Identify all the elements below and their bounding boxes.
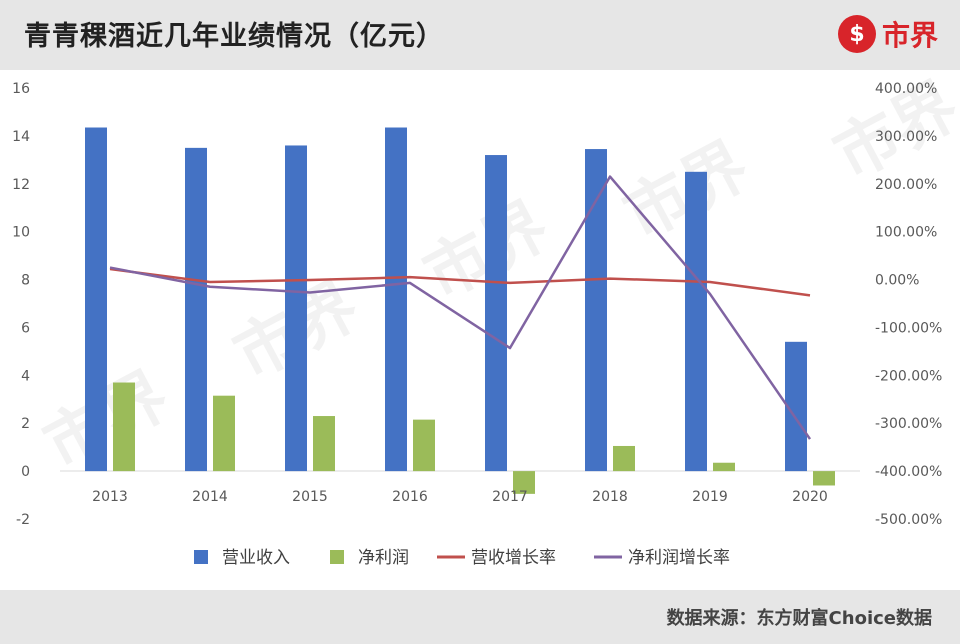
line-series <box>109 175 812 440</box>
right-tick-label: 300.00% <box>875 129 937 145</box>
x-tick-label: 2018 <box>592 489 628 505</box>
x-tick-label: 2013 <box>92 489 128 505</box>
logo-icon: $ <box>837 15 876 53</box>
bar-net-profit <box>613 445 635 472</box>
left-tick-label: 8 <box>21 273 30 289</box>
left-tick-label: 4 <box>21 368 30 384</box>
right-tick-label: 0.00% <box>875 273 919 289</box>
x-tick-label: 2015 <box>292 489 328 505</box>
legend-label: 营业收入 <box>222 548 290 568</box>
bar-revenue <box>685 171 707 472</box>
chart-title: 青青稞酒近几年业绩情况（亿元） <box>24 21 444 52</box>
header-bar: 青青稞酒近几年业绩情况（亿元） $ 市界 <box>0 0 960 70</box>
bar-series <box>85 127 835 494</box>
bar-net-profit <box>813 471 835 486</box>
legend-label: 净利润 <box>358 548 409 568</box>
bar-revenue <box>385 127 407 472</box>
left-axis-ticks: -2 0 2 4 6 8 10 12 14 16 <box>12 81 30 528</box>
left-tick-label: 10 <box>12 225 30 241</box>
right-tick-label: -500.00% <box>875 512 942 528</box>
legend-swatch <box>330 550 344 564</box>
bar-net-profit <box>113 382 135 472</box>
x-tick-label: 2020 <box>792 489 828 505</box>
right-tick-label: 100.00% <box>875 225 937 241</box>
right-tick-label: -400.00% <box>875 464 942 480</box>
x-tick-label: 2019 <box>692 489 728 505</box>
legend-label: 净利润增长率 <box>628 548 730 568</box>
right-axis-ticks: -500.00% -400.00% -300.00% -200.00% -100.00%… <box>875 81 942 528</box>
left-tick-label: 0 <box>21 464 30 480</box>
source-note: 数据来源：东方财富Choice数据 <box>666 608 932 629</box>
bar-net-profit <box>313 416 335 472</box>
bar-revenue <box>185 147 207 472</box>
footer-bar: 数据来源：东方财富Choice数据 <box>0 590 960 644</box>
bar-revenue <box>85 127 107 472</box>
bar-net-profit <box>213 395 235 472</box>
left-tick-label: 16 <box>12 81 30 97</box>
right-tick-label: -100.00% <box>875 320 942 336</box>
legend-swatch <box>194 550 208 564</box>
bar-revenue <box>285 145 307 472</box>
right-tick-label: 400.00% <box>875 81 937 97</box>
right-tick-label: 200.00% <box>875 177 937 193</box>
left-tick-label: 12 <box>12 177 30 193</box>
x-tick-label: 2014 <box>192 489 228 505</box>
x-tick-label: 2017 <box>492 489 528 505</box>
x-tick-label: 2016 <box>392 489 428 505</box>
bar-revenue <box>485 155 507 472</box>
left-tick-label: -2 <box>16 512 30 528</box>
bar-revenue <box>585 149 607 472</box>
bar-net-profit <box>713 462 735 472</box>
bar-revenue <box>785 341 807 472</box>
left-tick-label: 6 <box>21 320 30 336</box>
bar-net-profit <box>413 419 435 472</box>
left-tick-label: 2 <box>21 416 30 432</box>
legend-label: 营收增长率 <box>471 548 556 568</box>
bar-net-profit <box>513 471 535 494</box>
right-tick-label: -200.00% <box>875 368 942 384</box>
brand-logo: $ 市界 <box>837 14 938 54</box>
legend: 营业收入 净利润 营收增长率 净利润增长率 <box>194 548 730 568</box>
line-net-profit-growth <box>109 175 812 440</box>
left-tick-label: 14 <box>12 129 30 145</box>
x-axis-ticks: 2013 2014 2015 2016 2017 2018 2019 2020 <box>92 489 828 505</box>
line-revenue-growth <box>109 267 811 297</box>
right-tick-label: -300.00% <box>875 416 942 432</box>
logo-text: 市界 <box>881 19 938 52</box>
